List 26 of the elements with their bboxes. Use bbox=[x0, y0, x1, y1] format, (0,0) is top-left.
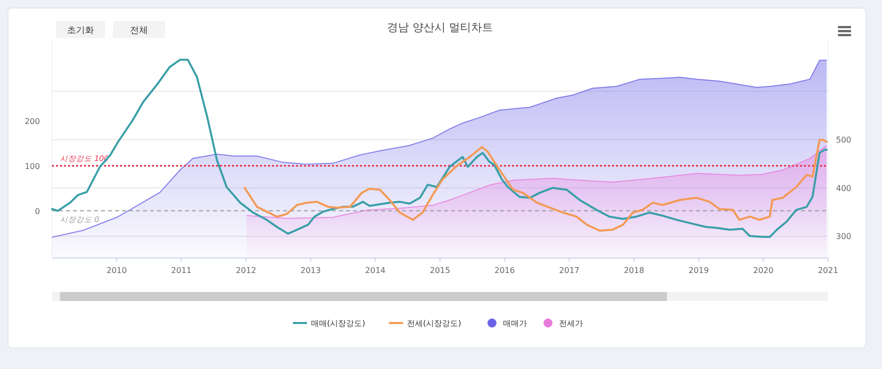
y2-tick-label: 300 bbox=[836, 232, 852, 242]
legend-label: 매매(시장강도) bbox=[311, 319, 366, 328]
y-tick-label: 100 bbox=[24, 162, 40, 171]
x-tick-label: 2017 bbox=[559, 266, 580, 275]
button: 전체 bbox=[113, 21, 165, 38]
button: 초기화 bbox=[56, 21, 105, 38]
line-series bbox=[244, 138, 828, 232]
x-tick-label: 2018 bbox=[624, 266, 644, 275]
y2-tick-label: 500 bbox=[836, 136, 852, 145]
x-tick-label: 2010 bbox=[106, 266, 127, 275]
x-tick-label: 2015 bbox=[430, 266, 450, 275]
y2-tick-label: 400 bbox=[836, 184, 852, 193]
x-tick-label: 2014 bbox=[365, 266, 386, 275]
x-tick-label: 2011 bbox=[171, 266, 192, 275]
x-tick-label: 2016 bbox=[494, 266, 515, 275]
x-tick-label: 2020 bbox=[753, 266, 774, 275]
chart-title: 경남 양산시 멀티차트 bbox=[387, 21, 493, 34]
y-tick-label: 200 bbox=[24, 116, 40, 126]
x-tick-label: 2012 bbox=[236, 266, 256, 275]
x-tick-label: 2021 bbox=[818, 266, 838, 275]
legend-label: 전세(시장강도) bbox=[407, 319, 462, 328]
x-tick-label: 2013 bbox=[300, 266, 321, 275]
legend-label: 전세가 bbox=[559, 319, 583, 328]
legend-label: 매매가 bbox=[503, 319, 527, 328]
x-tick-label: 2019 bbox=[688, 266, 709, 275]
y-tick-label: 0 bbox=[34, 206, 40, 216]
